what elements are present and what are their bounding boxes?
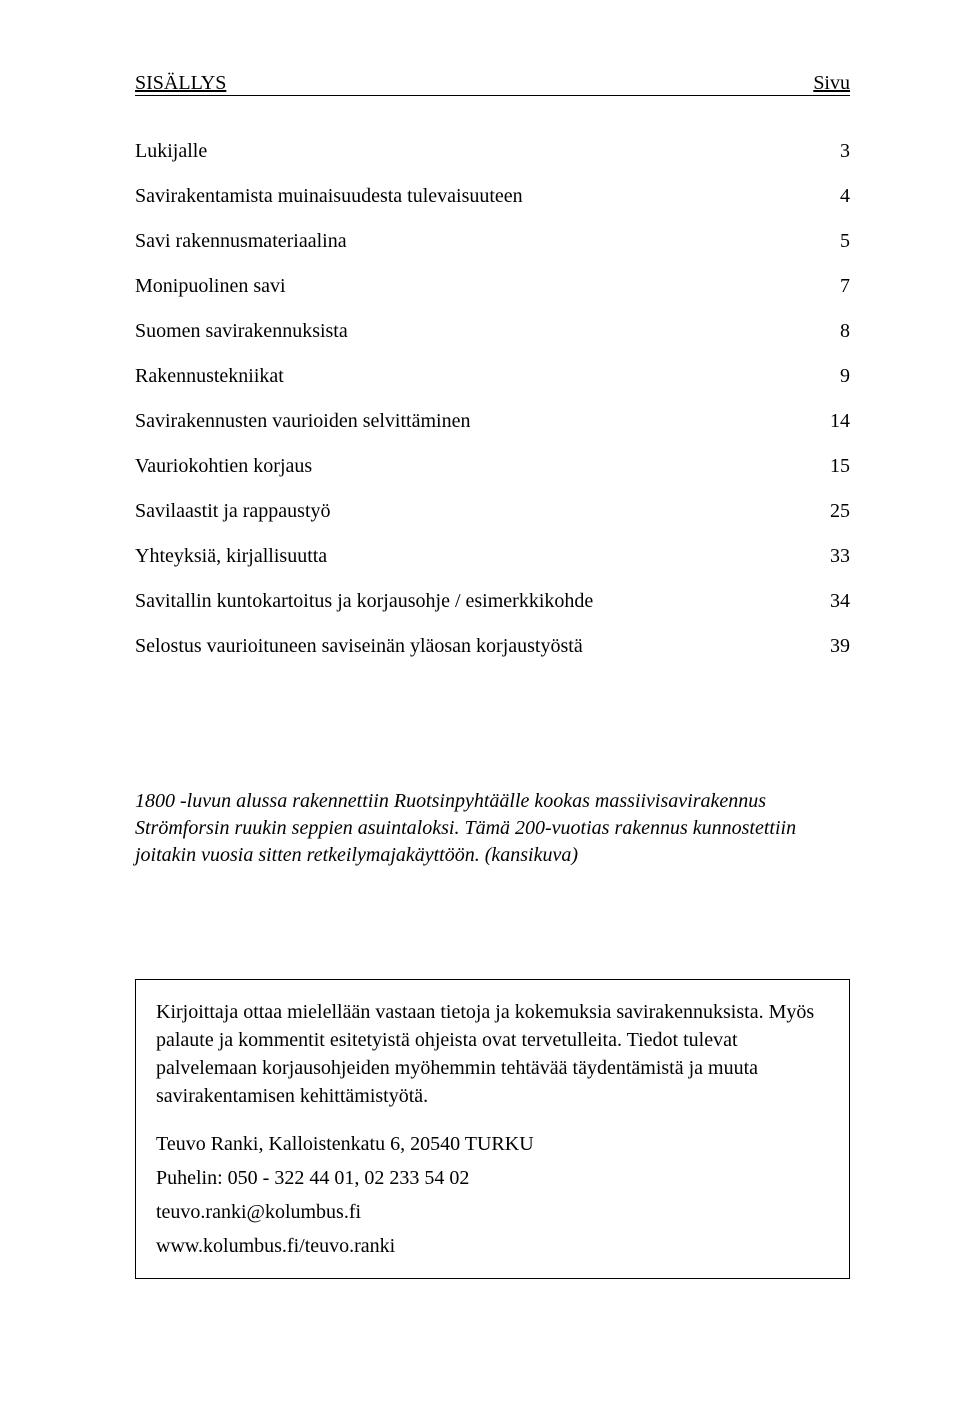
toc: Lukijalle 3 Savirakentamista muinaisuude… [135, 140, 850, 658]
toc-row: Suomen savirakennuksista 8 [135, 320, 850, 343]
author-info-box: Kirjoittaja ottaa mielellään vastaan tie… [135, 979, 850, 1279]
toc-row: Monipuolinen savi 7 [135, 275, 850, 298]
toc-title: Lukijalle [135, 140, 820, 163]
toc-row: Savitallin kuntokartoitus ja korjausohje… [135, 590, 850, 613]
toc-page: 8 [820, 320, 850, 343]
toc-row: Savirakennusten vaurioiden selvittäminen… [135, 410, 850, 433]
toc-page: 33 [820, 545, 850, 568]
toc-page: 7 [820, 275, 850, 298]
contact-name: Teuvo Ranki, Kalloistenkatu 6, 20540 TUR… [156, 1130, 829, 1158]
toc-row: Lukijalle 3 [135, 140, 850, 163]
toc-title: Monipuolinen savi [135, 275, 820, 298]
toc-row: Savilaastit ja rappaustyö 25 [135, 500, 850, 523]
toc-page: 5 [820, 230, 850, 253]
toc-title: Savitallin kuntokartoitus ja korjausohje… [135, 590, 820, 613]
toc-row: Rakennustekniikat 9 [135, 365, 850, 388]
toc-title: Savi rakennusmateriaalina [135, 230, 820, 253]
toc-row: Vauriokohtien korjaus 15 [135, 455, 850, 478]
toc-page: 3 [820, 140, 850, 163]
toc-row: Yhteyksiä, kirjallisuutta 33 [135, 545, 850, 568]
toc-page: 34 [820, 590, 850, 613]
contact-email: teuvo.ranki@kolumbus.fi [156, 1198, 829, 1226]
toc-row: Savi rakennusmateriaalina 5 [135, 230, 850, 253]
image-caption: 1800 -luvun alussa rakennettiin Ruotsinp… [135, 788, 850, 869]
toc-title: Yhteyksiä, kirjallisuutta [135, 545, 820, 568]
toc-page: 4 [820, 185, 850, 208]
toc-row: Selostus vaurioituneen saviseinän yläosa… [135, 635, 850, 658]
toc-title: Selostus vaurioituneen saviseinän yläosa… [135, 635, 820, 658]
contact-web: www.kolumbus.fi/teuvo.ranki [156, 1232, 829, 1260]
toc-title: Savirakennusten vaurioiden selvittäminen [135, 410, 820, 433]
toc-page: 14 [820, 410, 850, 433]
toc-title: Vauriokohtien korjaus [135, 455, 820, 478]
toc-title: Savirakentamista muinaisuudesta tulevais… [135, 185, 820, 208]
toc-page: 15 [820, 455, 850, 478]
info-paragraph: Kirjoittaja ottaa mielellään vastaan tie… [156, 998, 829, 1110]
toc-title: Savilaastit ja rappaustyö [135, 500, 820, 523]
contact-phone: Puhelin: 050 - 322 44 01, 02 233 54 02 [156, 1164, 829, 1192]
header-row: SISÄLLYS Sivu [135, 72, 850, 96]
header-right: Sivu [813, 72, 850, 95]
toc-page: 25 [820, 500, 850, 523]
toc-page: 39 [820, 635, 850, 658]
toc-page: 9 [820, 365, 850, 388]
header-left: SISÄLLYS [135, 72, 226, 95]
toc-title: Suomen savirakennuksista [135, 320, 820, 343]
toc-row: Savirakentamista muinaisuudesta tulevais… [135, 185, 850, 208]
toc-title: Rakennustekniikat [135, 365, 820, 388]
